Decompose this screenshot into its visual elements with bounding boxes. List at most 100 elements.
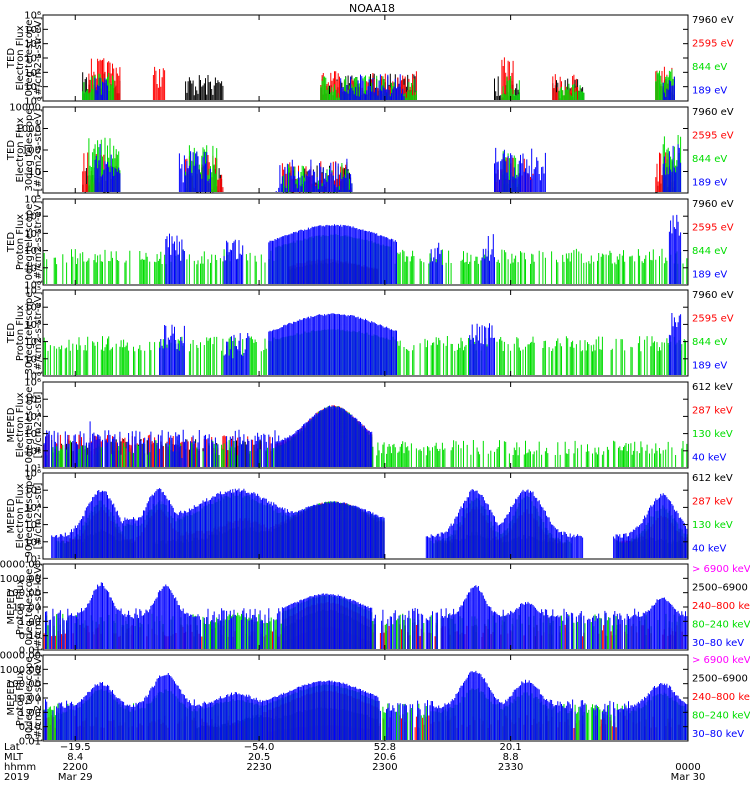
series-black [82,161,675,193]
legend-entry: 844 eV [692,154,727,165]
y-tick-label: 10² [24,446,41,457]
time-tick-lat: 52.8 [374,742,396,753]
legend-entry: 612 keV [692,382,733,393]
y-tick-label: 10.00 [12,694,41,705]
time-tick-mlt: 20.5 [248,752,270,763]
legend-entry: 2500–6900 [692,583,748,594]
series-black [82,72,675,100]
y-tick-label: 0.10 [19,631,41,642]
y-tick-label: 10000.00 [0,560,41,571]
time-row-label: hhmm [4,762,36,773]
series-blue [43,670,689,740]
y-tick-label: 10000 [9,103,41,114]
series-group [82,135,682,193]
legend-entry: 7960 eV [692,107,734,118]
y-axis-label-line: MEPED [6,498,17,533]
panel-stack: 10⁰ 10¹ 10² 10³ 10⁴ 10⁵ 10⁶ TED Electron Flux 0de… [0,11,750,748]
y-tick-label: 10000.00 [0,651,41,662]
y-tick-label: 10² [24,337,41,348]
legend-entry: 2500–6900 [692,674,748,685]
y-tick-label: 10¹ [24,464,41,475]
y-tick-label: 10¹ [24,263,41,274]
legend-entry: 130 keV [692,520,733,531]
series-group [51,488,689,558]
legend-entry: 7960 eV [692,199,734,210]
y-axis-label-line: [#/cm2-s-str] [33,482,44,549]
y-tick-label: 10⁴ [24,303,41,314]
y-axis-label-line: Electron Flux [15,117,26,182]
legend-entry: 287 keV [692,406,733,417]
y-axis-label-line: [#/cm2-s-str-eV] [33,292,44,375]
legend-entry: 844 eV [692,246,727,257]
y-tick-label: 10⁶ [24,378,41,389]
legend-entry: 2595 eV [692,131,734,142]
y-tick-label: 1.00 [19,708,41,719]
y-tick-label: 1 [35,189,41,200]
legend: 612 keV 287 keV 130 keV 40 keV [692,473,733,555]
y-tick-label: 100 [22,146,41,157]
series-blue [42,405,373,467]
legend: 7960 eV 2595 eV 844 eV 189 eV [692,107,734,189]
y-tick-label: 10⁰ [24,97,41,108]
time-tick-hhmm: 2330 [498,762,523,773]
series-blue [159,313,682,375]
y-tick-label: 10⁴ [24,503,41,514]
panel-frame [42,472,689,560]
y-axis-label-line: 0deg telescope [24,204,35,281]
y-tick-label: 10⁴ [24,212,41,223]
y-tick-label: 10⁵ [24,25,41,36]
y-axis-label-line: [#/cm2-s-str] [33,391,44,458]
y-tick-label: 10³ [24,320,41,331]
y-axis-label-line: TED [6,323,17,344]
legend: 612 keV 287 keV 130 keV 40 keV [692,382,733,464]
panel-meped-p-0deg: 0.010.101.0010.00100.001000.0010000.00ME… [0,560,750,657]
y-tick-label: 10⁰ [24,372,41,383]
panel-frame [42,381,689,469]
y-axis-label-line: [#/cm2-s-str-eV] [33,201,44,284]
series-green [43,328,689,375]
time-row-label: Lat [4,742,20,753]
y-tick-label: 100.00 [6,588,41,599]
y-tick-label: 10¹ [24,555,41,566]
legend-entry: 2595 eV [692,223,734,234]
y-axis-label-line: Proton Flux [15,305,26,361]
panel-frame [42,198,689,286]
legend: > 6900 keV 2500–6900 240–800 keV 80–240 keV… [692,655,750,740]
y-tick-label: 0.10 [19,722,41,733]
time-row-label: MLT [4,752,24,763]
y-axis-label-line: 30deg telescope [24,291,35,374]
time-tick-lat: −19.5 [60,742,91,753]
y-tick-label: 10⁵ [24,286,41,297]
y-tick-label: 1000.00 [0,665,41,676]
legend-entry: 189 eV [692,270,727,281]
y-axis-label-line: Electron Flux [15,25,26,90]
series-group [42,670,689,740]
y-axis-label-line: Proton Flux [15,670,26,726]
y-tick-label: 10¹ [24,354,41,365]
y-tick-label: 1000 [16,124,41,135]
y-tick-label: 10⁶ [24,469,41,480]
y-tick-label: 10³ [24,520,41,531]
y-tick-label: 10⁵ [24,486,41,497]
legend-entry: 240–800 keV [692,601,750,612]
legend-entry: 130 keV [692,429,733,440]
time-tick-hhmm: 2200 [63,762,88,773]
y-tick-label: 10² [24,68,41,79]
series-green [82,69,675,100]
time-tick-mlt: 8.8 [503,752,519,763]
time-tick-lat: 20.1 [499,742,521,753]
y-tick-label: 0.01 [19,646,41,657]
time-tick-mlt: 8.4 [67,752,83,763]
y-axis-label-line: TED [6,232,17,253]
y-tick-label: 10⁵ [24,195,41,206]
figure-title: NOAA18 [349,2,395,15]
